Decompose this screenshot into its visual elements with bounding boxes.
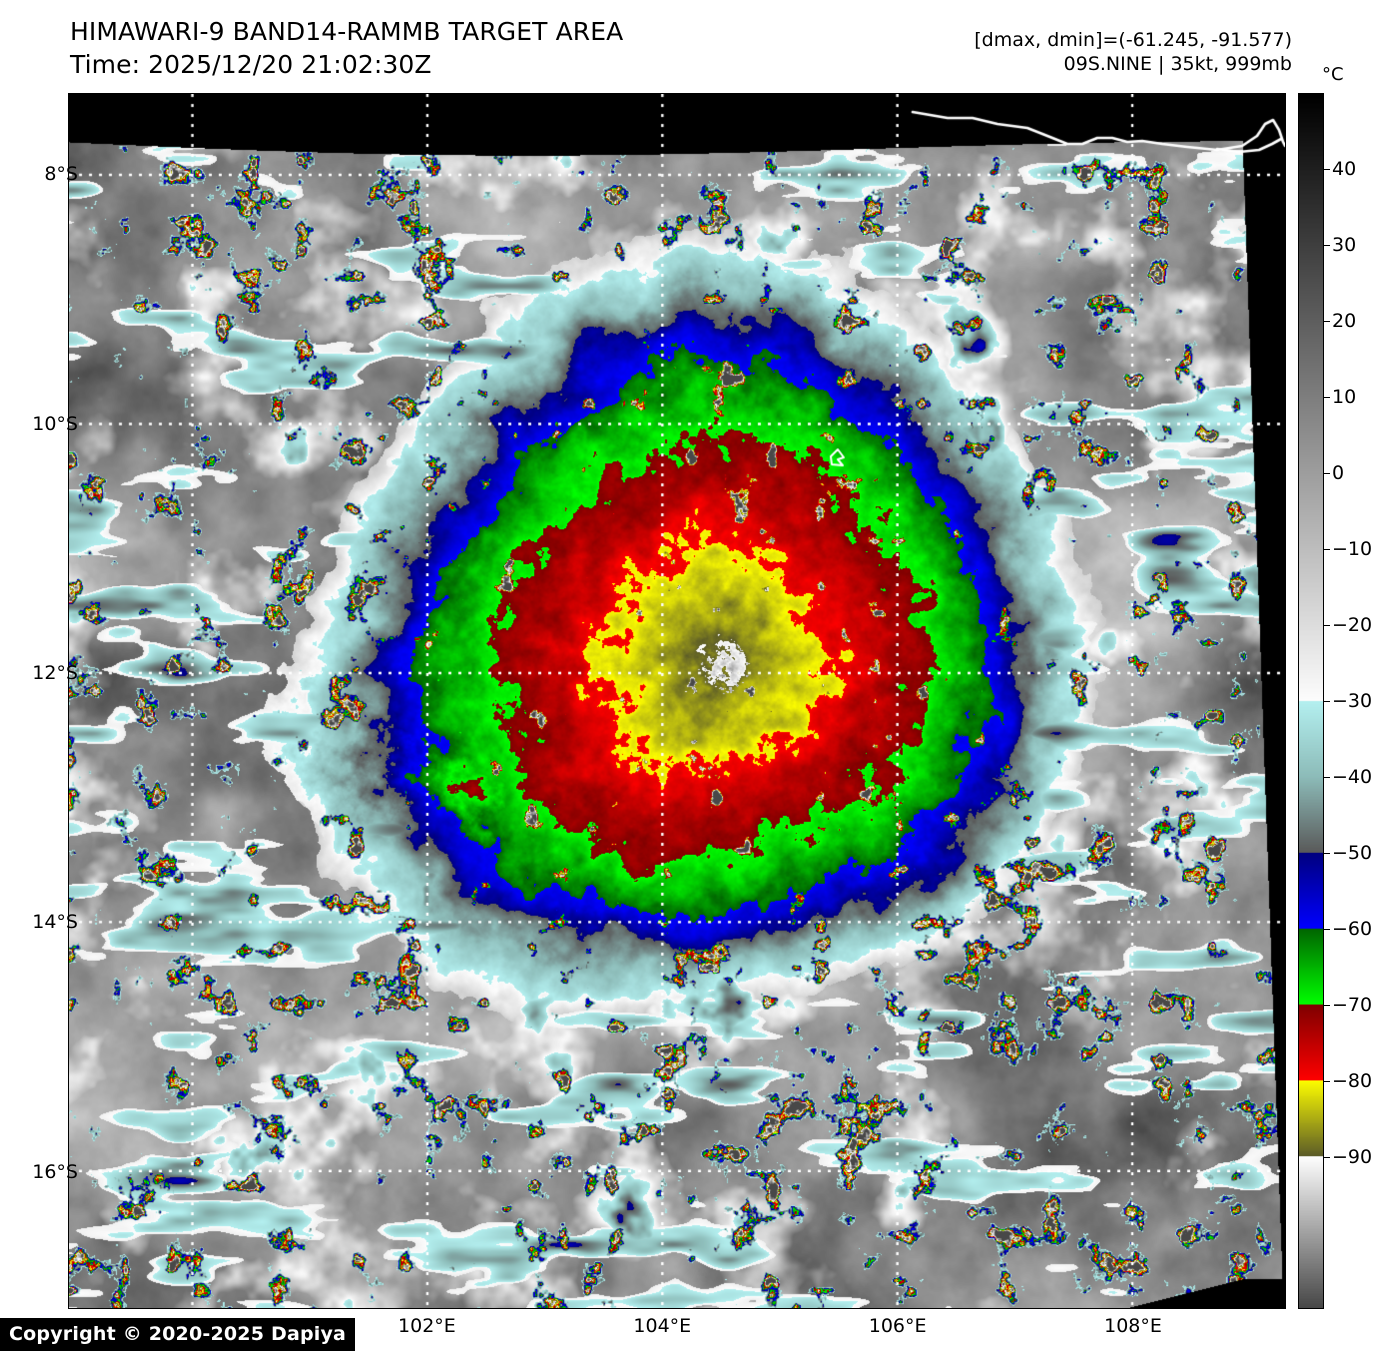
page-title: HIMAWARI-9 BAND14-RAMMB TARGET AREA: [70, 17, 624, 46]
colorbar-tick-mark: [1324, 853, 1330, 854]
lat-tick-label: 14°S: [32, 911, 78, 934]
timestamp-label: Time: 2025/12/20 21:02:30Z: [70, 49, 432, 79]
colorbar-tick-label: −80: [1332, 1070, 1373, 1092]
colorbar-gradient: [1299, 94, 1323, 1308]
lat-tick-label: 12°S: [32, 661, 78, 684]
colorbar-tick-mark: [1324, 1157, 1330, 1158]
colorbar-tick-label: 40: [1332, 158, 1357, 180]
lat-tick-label: 8°S: [44, 163, 78, 186]
colorbar-tick-mark: [1324, 169, 1330, 170]
colorbar[interactable]: [1298, 93, 1324, 1309]
satellite-image-plot[interactable]: [68, 93, 1286, 1309]
colorbar-tick-label: −30: [1332, 690, 1373, 712]
colorbar-tick-mark: [1324, 1005, 1330, 1006]
colorbar-tick-mark: [1324, 929, 1330, 930]
lat-tick-label: 16°S: [32, 1160, 78, 1183]
colorbar-tick-label: −10: [1332, 538, 1373, 560]
storm-info-label: 09S.NINE | 35kt, 999mb: [1063, 53, 1292, 76]
colorbar-tick-mark: [1324, 777, 1330, 778]
colorbar-tick-label: 20: [1332, 310, 1357, 332]
lon-tick-label: 108°E: [1104, 1315, 1162, 1337]
dminmax-label: [dmax, dmin]=(-61.245, -91.577): [974, 29, 1292, 51]
colorbar-tick-label: −90: [1332, 1146, 1373, 1168]
lon-tick-label: 104°E: [633, 1315, 692, 1337]
colorbar-tick-mark: [1324, 625, 1330, 626]
header-title-block: HIMAWARI-9 BAND14-RAMMB TARGET AREA Time…: [70, 16, 623, 81]
colorbar-tick-label: −60: [1332, 918, 1373, 940]
colorbar-tick-mark: [1324, 245, 1330, 246]
copyright-banner: Copyright © 2020-2025 Dapiya: [0, 1318, 356, 1351]
colorbar-tick-mark: [1324, 1081, 1330, 1082]
colorbar-tick-label: 30: [1332, 234, 1357, 256]
colorbar-tick-label: −70: [1332, 994, 1373, 1016]
colorbar-tick-label: 10: [1332, 386, 1357, 408]
colorbar-tick-mark: [1324, 473, 1330, 474]
colorbar-tick-mark: [1324, 701, 1330, 702]
colorbar-tick-mark: [1324, 321, 1330, 322]
lon-tick-label: 102°E: [398, 1315, 456, 1337]
lat-tick-label: 10°S: [32, 412, 78, 435]
header-meta-block: [dmax, dmin]=(-61.245, -91.577) 09S.NINE…: [974, 28, 1292, 77]
satellite-imagery-canvas: [69, 94, 1285, 1308]
colorbar-tick-mark: [1324, 549, 1330, 550]
colorbar-tick-mark: [1324, 397, 1330, 398]
colorbar-tick-label: −20: [1332, 614, 1373, 636]
lon-tick-label: 106°E: [868, 1315, 927, 1337]
colorbar-unit-label: °C: [1322, 64, 1344, 85]
colorbar-tick-label: 0: [1332, 462, 1345, 484]
colorbar-tick-label: −50: [1332, 842, 1373, 864]
colorbar-tick-label: −40: [1332, 766, 1373, 788]
